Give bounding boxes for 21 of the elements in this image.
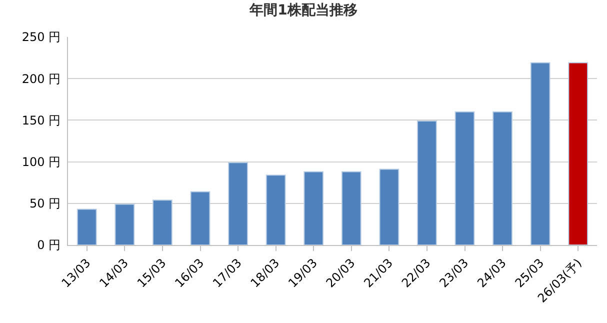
bar [228, 162, 248, 245]
bar [341, 171, 362, 245]
bar [379, 168, 400, 245]
bar [530, 62, 550, 245]
bar [266, 174, 286, 245]
y-tick-label: 250 円 [22, 30, 61, 44]
y-tick-label: 100 円 [22, 155, 61, 169]
bar [76, 208, 97, 245]
y-tick-label: 200 円 [22, 72, 61, 86]
bar [568, 62, 588, 245]
bar [304, 171, 324, 245]
bar [454, 111, 475, 245]
bar [152, 200, 172, 245]
bar [417, 120, 437, 245]
y-tick-label: 0 円 [37, 238, 61, 252]
chart-title: 年間1株配当推移 [248, 2, 358, 19]
bar [492, 111, 512, 245]
y-tick-label: 50 円 [30, 196, 61, 211]
bar [190, 191, 210, 245]
bar [114, 204, 135, 245]
y-tick-label: 150 円 [22, 113, 61, 128]
